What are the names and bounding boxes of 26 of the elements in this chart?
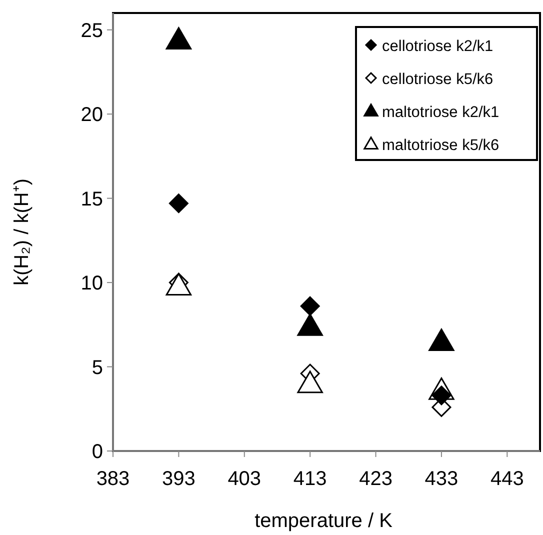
x-tick-label: 393 [162,468,196,490]
y-tick-label: 5 [92,356,103,379]
x-tick-label: 383 [96,468,130,490]
point [166,27,192,50]
y-tick-label: 15 [80,188,103,210]
point [168,194,188,214]
x-tick-label: 443 [490,468,524,490]
y-tick-label: 25 [80,20,103,42]
point [300,296,320,316]
point [166,273,192,296]
y-tick-label: 20 [80,104,103,126]
legend-label: maltotriose k2/k1 [382,104,500,121]
legend-label: maltotriose k5/k6 [382,137,500,154]
x-tick-label: 403 [228,468,262,490]
x-tick-label: 423 [359,468,392,490]
point [297,370,323,394]
x-axis-title: temperature / K [254,510,394,532]
point [428,328,454,352]
x-tick-label: 433 [424,468,458,490]
legend-label: cellotriose k5/k6 [382,71,494,88]
y-tick-label: 0 [92,441,103,463]
legend-label: cellotriose k2/k1 [382,38,494,55]
x-tick-label: 413 [293,468,327,490]
point [297,313,323,336]
y-axis-title: k(H₂) / k(H⁺) [11,178,33,286]
y-tick-label: 10 [80,272,103,295]
